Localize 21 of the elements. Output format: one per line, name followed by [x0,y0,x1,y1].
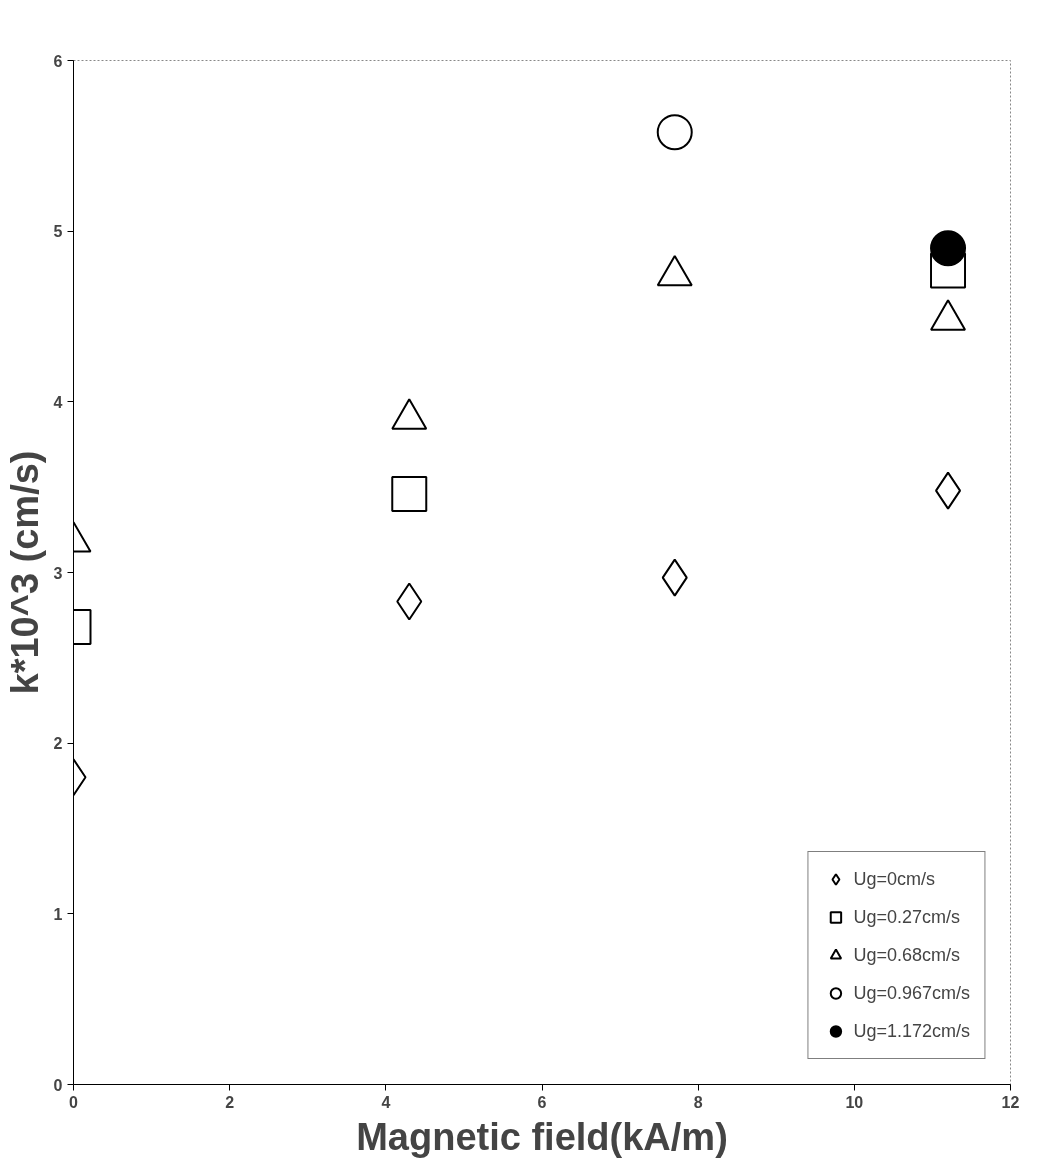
x-tick-label: 0 [69,1093,79,1111]
y-tick-label: 5 [53,223,63,241]
legend-label: Ug=0.967cm/s [853,982,970,1004]
y-tick-label: 3 [53,564,63,582]
x-tick-label: 8 [693,1093,703,1111]
y-tick-label: 0 [53,1076,63,1094]
legend-label: Ug=0cm/s [853,868,935,890]
x-axis-title: Magnetic field(kA/m) [356,1115,728,1158]
x-tick-label: 10 [845,1093,864,1111]
x-tick-label: 4 [381,1093,391,1111]
y-tick-label: 6 [53,52,63,70]
x-tick-label: 6 [537,1093,547,1111]
legend-label: Ug=1.172cm/s [853,1020,970,1042]
y-tick-label: 1 [53,905,63,923]
y-axis-title: k*10^3 (cm/s) [3,450,46,695]
y-tick-label: 4 [53,393,63,411]
x-tick-label: 12 [1001,1093,1020,1111]
legend-label: Ug=0.27cm/s [853,906,960,928]
y-tick-label: 2 [53,735,63,753]
x-tick-label: 2 [225,1093,235,1111]
legend-label: Ug=0.68cm/s [853,944,960,966]
